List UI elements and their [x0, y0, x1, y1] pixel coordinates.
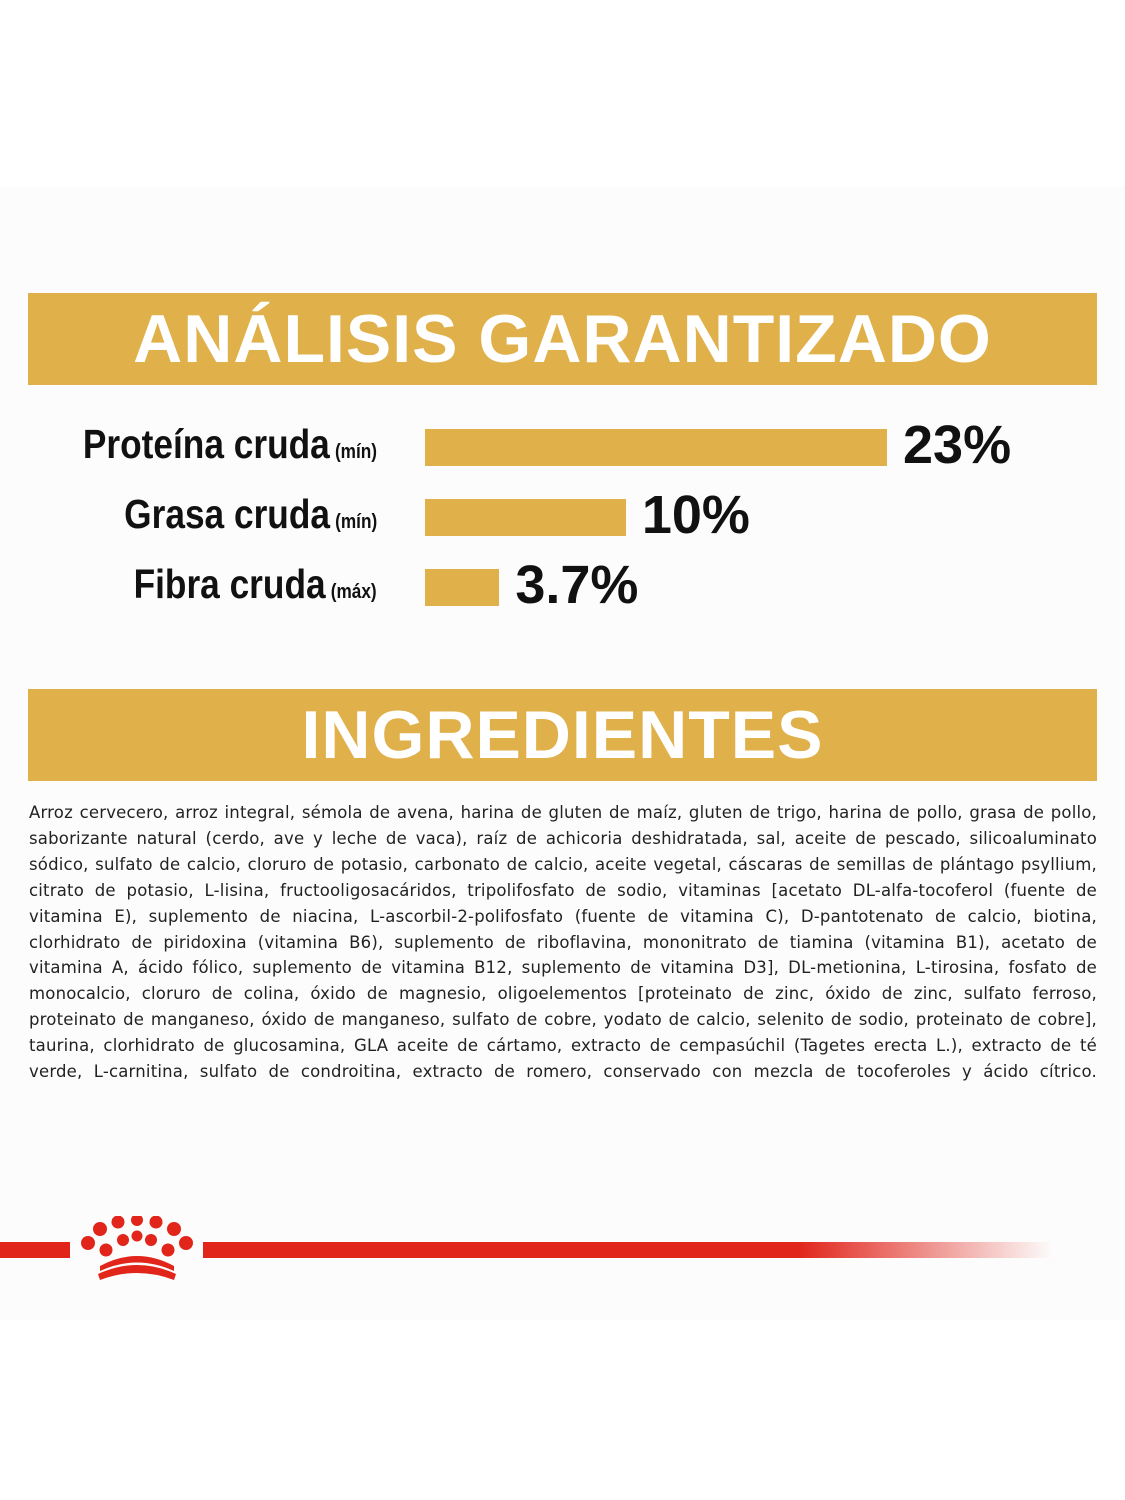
- analysis-banner: ANÁLISIS GARANTIZADO: [28, 293, 1097, 385]
- grasa-cruda-label-text: Grasa cruda: [123, 491, 330, 537]
- ingredients-title: INGREDIENTES: [301, 697, 824, 773]
- royal-crown-icon: [81, 1216, 193, 1280]
- ingredients-text: Arroz cervecero, arroz integral, sémola …: [29, 803, 1097, 1082]
- brand-line-left: [0, 1242, 70, 1258]
- brand-line-right: [203, 1242, 1053, 1258]
- grasa-cruda-qualifier: (mín): [334, 511, 377, 533]
- fibra-cruda-label-text: Fibra cruda: [133, 561, 326, 607]
- fibra-cruda-qualifier: (máx): [331, 581, 377, 603]
- proteina-cruda-label: Proteína cruda (mín): [83, 421, 377, 468]
- grasa-cruda-label: Grasa cruda (mín): [124, 491, 377, 538]
- ingredients-banner: INGREDIENTES: [28, 689, 1097, 781]
- fibra-cruda-bar: [425, 569, 500, 606]
- top-whitespace: [0, 0, 1125, 186]
- proteina-cruda-qualifier: (mín): [334, 441, 377, 463]
- grasa-cruda-value-label: 10%: [641, 485, 750, 545]
- fibra-cruda-value-label: 3.7%: [515, 555, 639, 615]
- analysis-title: ANÁLISIS GARANTIZADO: [133, 301, 992, 377]
- proteina-cruda-label-text: Proteína cruda: [82, 421, 330, 467]
- fibra-cruda-label: Fibra cruda (máx): [134, 561, 377, 608]
- grasa-cruda-bar: [425, 499, 626, 536]
- proteina-cruda-bar: [425, 429, 887, 466]
- proteina-cruda-value-label: 23%: [903, 415, 1012, 475]
